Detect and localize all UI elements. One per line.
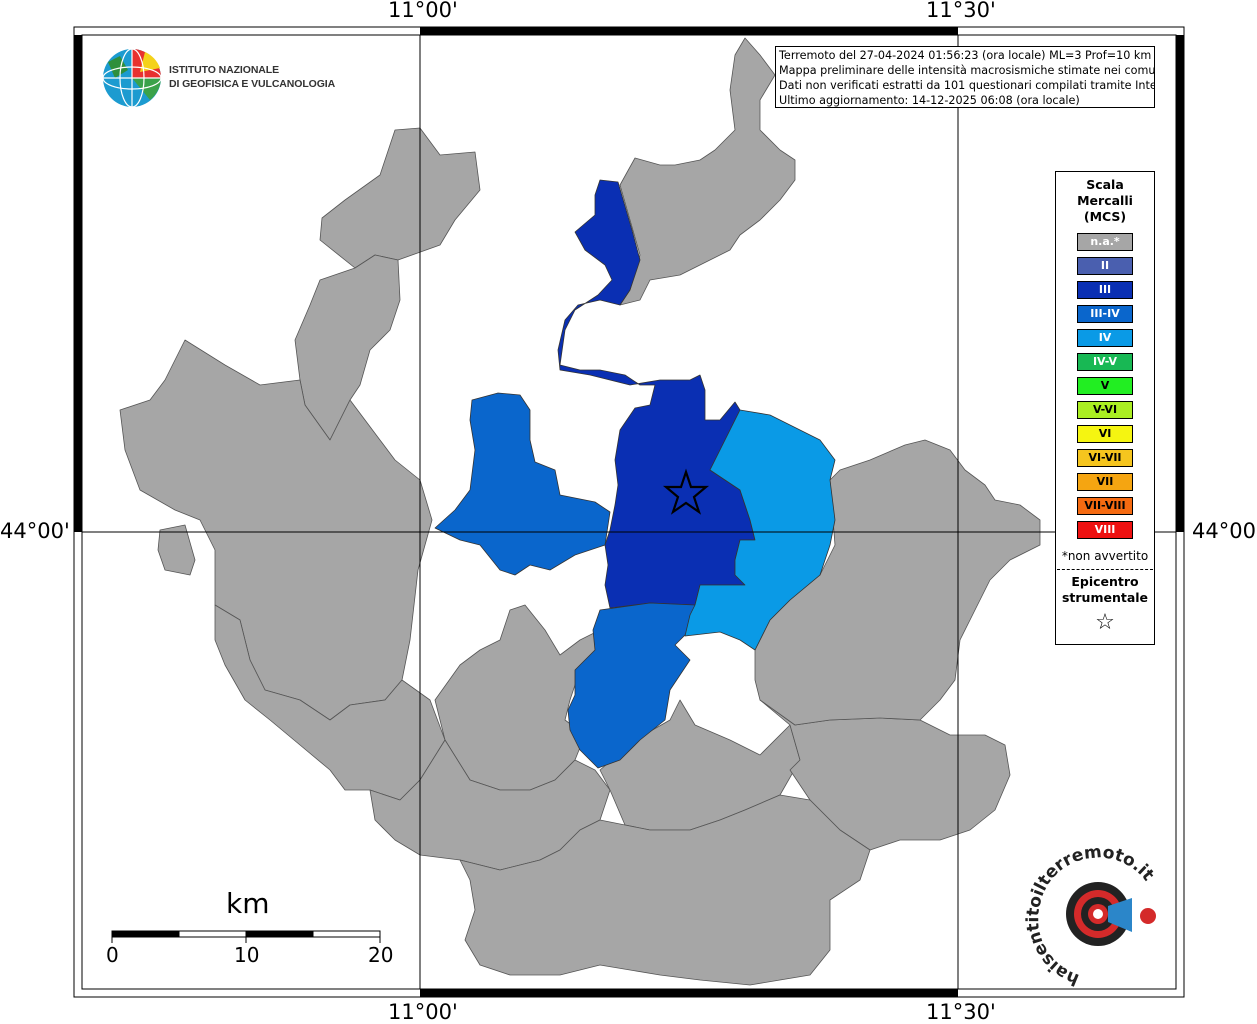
coord-top-1130: 11°30' <box>926 0 996 22</box>
scale-tick-20: 20 <box>368 943 394 967</box>
legend-item-n-a: n.a.* <box>1077 233 1133 251</box>
event-info-line3: Dati non verificati estratti da 101 ques… <box>779 79 1155 92</box>
coord-left-4400: 44°00' <box>0 519 70 543</box>
epicenter-star-icon <box>662 468 710 515</box>
legend-star-icon: ☆ <box>1095 610 1115 635</box>
legend-item-iv-v: IV-V <box>1077 353 1133 371</box>
legend-item-iii-iv: III-IV <box>1077 305 1133 323</box>
legend-item-iv: IV <box>1077 329 1133 347</box>
legend-item-vi-vii: VI-VII <box>1077 449 1133 467</box>
legend-item-vi: VI <box>1077 425 1133 443</box>
coord-top-1100: 11°00' <box>388 0 458 22</box>
municipalities-na <box>119 37 1041 986</box>
frame-bar-bottom <box>420 989 958 997</box>
coord-bottom-1100: 11°00' <box>388 1000 458 1024</box>
event-info-line2: Mappa preliminare delle intensità macros… <box>779 64 1155 77</box>
legend-item-viii: VIII <box>1077 521 1133 539</box>
scale-unit: km <box>226 887 270 920</box>
legend-title-line2: Mercalli <box>1077 193 1133 208</box>
scale-tick-10: 10 <box>234 943 260 967</box>
ingv-logo-line1: ISTITUTO NAZIONALE <box>169 64 280 76</box>
legend-item-v: V <box>1077 377 1133 395</box>
frame-bar-right-top <box>1176 35 1184 532</box>
coord-bottom-1130: 11°30' <box>926 1000 996 1024</box>
municipalities-intensity-IV <box>684 409 836 651</box>
legend-item-iii: III <box>1077 281 1133 299</box>
legend-epicenter-line2: strumentale <box>1061 590 1149 605</box>
ingv-globe-logo <box>102 48 162 108</box>
scale-tick-0: 0 <box>106 943 119 967</box>
legend-item-ii: II <box>1077 257 1133 275</box>
graticule <box>82 35 1176 989</box>
legend-epicenter-line1: Epicentro <box>1071 574 1139 589</box>
legend-title-line1: Scala <box>1086 177 1124 192</box>
coord-right-4400: 44°00' <box>1192 519 1257 543</box>
event-info-box: Terremoto del 27-04-2024 01:56:23 (ora l… <box>775 46 1155 108</box>
frame-bar-left-top <box>74 35 82 532</box>
legend-title-line3: (MCS) <box>1083 209 1127 224</box>
legend-item-v-vi: V-VI <box>1077 401 1133 419</box>
legend-title: Scala Mercalli (MCS) <box>1056 177 1154 225</box>
frame-bar-top <box>420 27 958 35</box>
scale-bar <box>111 930 381 943</box>
legend-items: n.a.* II III III-IV IV IV-V V V-VI VI VI-VII VII VI… <box>1056 233 1154 539</box>
mcs-legend: Scala Mercalli (MCS) n.a.* II III III-IV IV I… <box>1055 171 1155 645</box>
ingv-logo-text: ISTITUTO NAZIONALE DI GEOFISICA E VULCAN… <box>169 63 335 91</box>
legend-item-vii: VII <box>1077 473 1133 491</box>
event-info-line4: Ultimo aggiornamento: 14-12-2025 06:08 (… <box>779 94 1080 107</box>
legend-separator <box>1057 569 1153 570</box>
legend-note: *non avvertito <box>1061 549 1149 563</box>
legend-epicenter-label: Epicentro strumentale <box>1056 574 1154 606</box>
ingv-logo-line2: DI GEOFISICA E VULCANOLOGIA <box>169 78 336 90</box>
event-info-line1: Terremoto del 27-04-2024 01:56:23 (ora l… <box>779 49 1152 62</box>
legend-item-vii-viii: VII-VIII <box>1077 497 1133 515</box>
